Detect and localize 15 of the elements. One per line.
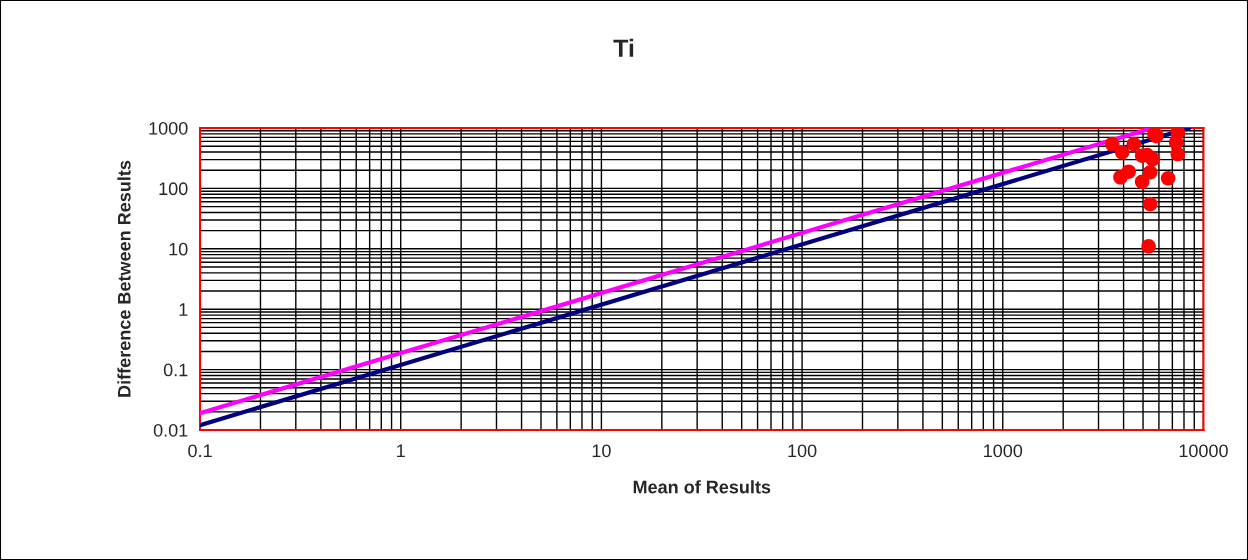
y-axis-title: Difference Between Results (117, 160, 131, 397)
y-tick-label: 0.01 (153, 423, 188, 437)
x-tick-label: 1 (397, 444, 405, 457)
y-tick-label: 100 (159, 182, 188, 196)
x-tick-label: 100 (788, 444, 817, 458)
x-axis-title: Mean of Results (633, 480, 771, 494)
x-tick-label: 10000 (1179, 444, 1228, 458)
x-tick-label: 10 (592, 444, 611, 458)
y-tick-label: 10 (169, 242, 188, 256)
y-tick-label: 1000 (149, 121, 188, 135)
x-tick-label: 1000 (984, 444, 1023, 458)
y-tick-label: 0.1 (163, 363, 188, 377)
x-tick-label: 0.1 (188, 444, 212, 458)
y-tick-label: 1 (179, 303, 188, 316)
chart-title: Ti (613, 38, 634, 57)
